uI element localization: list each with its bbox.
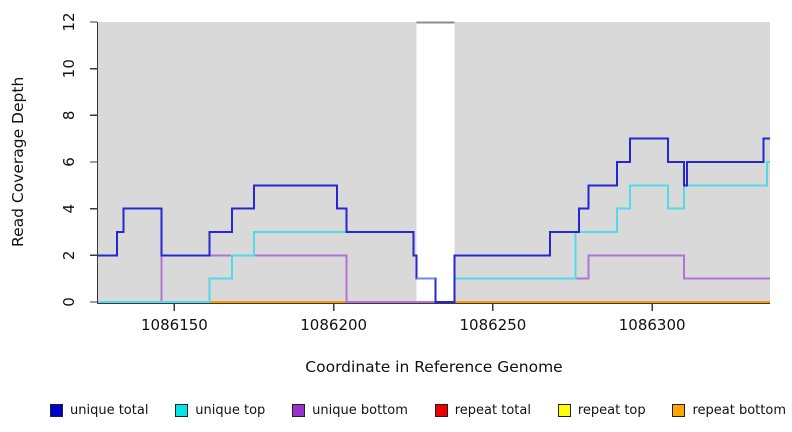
legend-item-unique-total: unique total xyxy=(50,403,148,418)
plot-background-left xyxy=(98,22,417,302)
legend-label: repeat top xyxy=(577,402,646,418)
legend-swatch-repeat-bottom xyxy=(672,403,686,417)
y-axis-title: Read Coverage Depth xyxy=(9,76,27,248)
x-tick-label-1086250: 1086250 xyxy=(460,316,527,334)
legend-label: unique total xyxy=(70,402,149,418)
y-tick-label-2: 2 xyxy=(60,251,78,261)
x-axis-title: Coordinate in Reference Genome xyxy=(305,358,563,376)
x-tick-label-1086300: 1086300 xyxy=(619,316,686,334)
x-tick-label-1086200: 1086200 xyxy=(300,316,367,334)
y-tick-label-8: 8 xyxy=(60,111,78,121)
legend-label: unique bottom xyxy=(312,402,408,418)
legend-item-repeat-top: repeat top xyxy=(557,402,646,418)
legend-item-unique-top: unique top xyxy=(175,403,265,418)
y-tick-label-0: 0 xyxy=(60,297,78,307)
legend-swatch-repeat-total xyxy=(434,403,448,417)
y-tick-label-6: 6 xyxy=(60,157,78,167)
legend-label: repeat bottom xyxy=(692,402,786,418)
x-tick-label-1086150: 1086150 xyxy=(141,316,208,334)
y-tick-label-4: 4 xyxy=(60,204,78,214)
legend-swatch-unique-bottom xyxy=(292,403,306,417)
y-tick-label-10: 10 xyxy=(60,59,78,78)
legend-label: repeat total xyxy=(454,402,531,418)
legend-swatch-unique-total xyxy=(50,403,63,417)
y-tick-label-12: 12 xyxy=(60,12,78,31)
legend-item-repeat-bottom: repeat bottom xyxy=(672,403,786,418)
legend-item-repeat-total: repeat total xyxy=(434,402,531,418)
legend-label: unique top xyxy=(195,402,266,418)
legend: unique total unique top unique bottom repea… xyxy=(50,399,786,421)
legend-item-unique-bottom: unique bottom xyxy=(292,403,408,418)
legend-swatch-unique-top xyxy=(175,403,189,417)
series-unique-total xyxy=(98,137,770,303)
legend-swatch-repeat-top xyxy=(557,403,571,417)
